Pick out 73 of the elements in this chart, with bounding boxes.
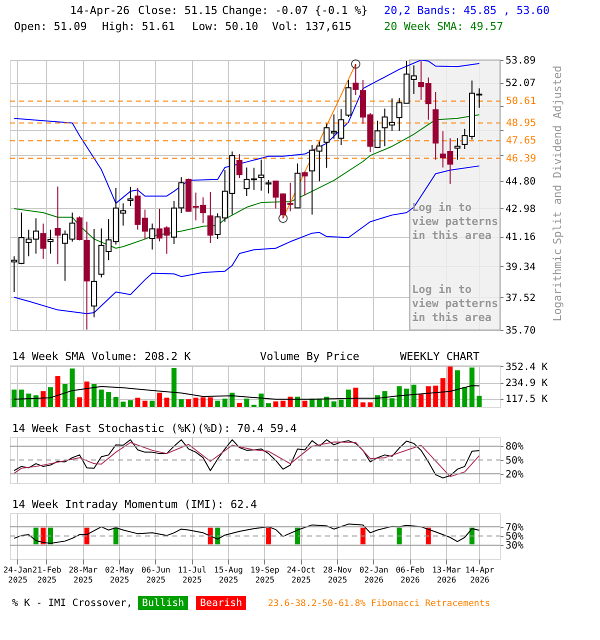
legend-title: % K - IMI Crossover, bbox=[12, 598, 132, 609]
chart-title: 14 Week SMA Volume: 208.2 K bbox=[12, 350, 192, 363]
x-tick-label: 02-Jan 2026 bbox=[359, 566, 388, 584]
x-tick-label: 24-Oct 2025 bbox=[286, 566, 316, 584]
text: 20 Week SMA: 49.57 bbox=[384, 20, 504, 33]
line-series bbox=[14, 524, 480, 544]
y-tick-label: 35.70 bbox=[506, 326, 536, 336]
candlestick bbox=[149, 223, 156, 250]
ref-line-label: 48.95 bbox=[506, 118, 536, 130]
text: Bullish bbox=[142, 598, 184, 609]
x-tick-label: 06-Feb 2026 bbox=[396, 566, 425, 584]
text: 14-Apr-26 bbox=[70, 4, 130, 17]
candlestick bbox=[302, 170, 308, 196]
candlestick bbox=[76, 216, 83, 241]
candlestick bbox=[207, 192, 214, 244]
y-tick-label: 70% bbox=[506, 522, 524, 534]
candlestick bbox=[236, 154, 242, 178]
y-tick-label: 52.07 bbox=[506, 78, 536, 90]
y-tick-label: 41.16 bbox=[506, 232, 536, 244]
y-tick-label: 117.5 K bbox=[506, 394, 548, 406]
candlestick bbox=[54, 186, 61, 265]
text: WEEKLY CHART bbox=[400, 350, 480, 363]
y-tick-label: 37.52 bbox=[506, 292, 536, 304]
x-tick-label: 02-May 2025 bbox=[105, 566, 134, 584]
x-tick-label: 06-Jun 2025 bbox=[141, 566, 170, 584]
y-tick-label: 50% bbox=[506, 456, 524, 466]
text: Close: 51.15 bbox=[138, 4, 218, 17]
text: High: 51.61 bbox=[102, 20, 175, 33]
line-series bbox=[14, 385, 480, 400]
x-tick-label: 14-Apr 2026 bbox=[465, 566, 494, 584]
candlestick bbox=[258, 159, 264, 192]
y-tick-label: 234.9 K bbox=[506, 378, 548, 390]
text: 23.6-38.2-50-61.8% Fibonacci Retracements bbox=[268, 599, 490, 609]
text: Low: 50.10 bbox=[192, 20, 258, 33]
text: Logarithmic bbox=[551, 248, 564, 322]
candlestick bbox=[454, 138, 460, 160]
x-tick-label: 24-Jan 2025 bbox=[3, 566, 32, 584]
ref-line-label: 46.39 bbox=[506, 153, 536, 164]
candlestick bbox=[265, 179, 272, 194]
y-tick-label: 30% bbox=[506, 540, 524, 552]
y-tick-label: 20% bbox=[506, 469, 524, 480]
annotation: Log in to view patterns in this area bbox=[412, 201, 498, 242]
text: Bearish bbox=[200, 598, 242, 609]
y-tick-label: 44.80 bbox=[506, 176, 536, 188]
y-tick-label: 42.98 bbox=[506, 204, 536, 215]
text: Vol: 137,615 bbox=[272, 20, 352, 33]
chart-title: 14 Week Fast Stochastic (%K)(%D): 70.4 59.4 bbox=[12, 422, 298, 435]
ref-line-label: 47.65 bbox=[506, 136, 536, 147]
y-tick-label: 80% bbox=[506, 442, 524, 453]
x-tick-label: 28-Mar 2025 bbox=[68, 566, 98, 584]
line-series bbox=[14, 60, 480, 204]
x-tick-label: 11-Jul 2025 bbox=[178, 566, 207, 584]
text: 20,2 Bands: 45.85 , 53.60 bbox=[384, 4, 550, 17]
y-tick-label: 352.4 K bbox=[506, 362, 548, 373]
chart-title: 14 Week Intraday Momentum (IMI): 62.4 bbox=[12, 498, 258, 511]
text: Volume By Price bbox=[260, 350, 360, 363]
annotation: Log in to view patterns in this area bbox=[412, 283, 498, 324]
text: Open: 51.09 bbox=[14, 20, 87, 33]
x-tick-label: 19-Sep 2025 bbox=[250, 566, 280, 584]
y-tick-label: 53.89 bbox=[506, 56, 536, 66]
text: Change: -0.07 {-0.1 %} bbox=[222, 4, 368, 17]
ref-line-label: 50.61 bbox=[506, 96, 536, 108]
candlestick bbox=[127, 186, 134, 207]
y-tick-label: 39.34 bbox=[506, 262, 536, 273]
candlestick bbox=[47, 229, 54, 254]
x-tick-label: 21-Feb 2025 bbox=[32, 566, 62, 584]
y-tick-label: 50% bbox=[506, 532, 524, 542]
x-tick-label: 15-Aug 2025 bbox=[214, 566, 244, 584]
x-tick-label: 28-Nov 2025 bbox=[323, 566, 352, 584]
candlestick bbox=[40, 223, 46, 260]
y-axis-title: Split and Dividend Adjusted bbox=[551, 66, 564, 244]
candlestick bbox=[374, 120, 380, 148]
x-tick-label: 13-Mar 2026 bbox=[432, 566, 462, 584]
